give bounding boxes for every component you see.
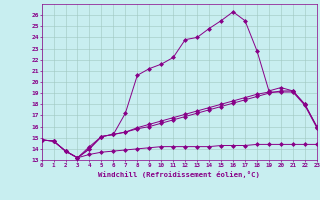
X-axis label: Windchill (Refroidissement éolien,°C): Windchill (Refroidissement éolien,°C)	[98, 171, 260, 178]
